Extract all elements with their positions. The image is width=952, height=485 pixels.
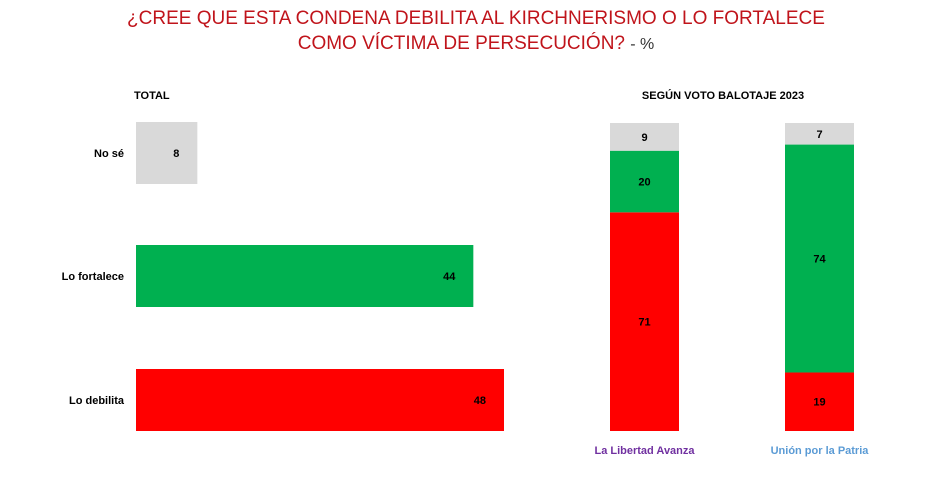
total-value-label-no-se: 8 [173,148,179,160]
total-category-label-no-se: No sé [94,148,124,160]
total-category-label-lo-debilita: Lo debilita [69,395,125,407]
vote-value-label-la-libertad-avanza-lo-fortalece: 20 [638,177,650,189]
vote-bar-union-por-la-patria-no-se [785,123,854,145]
total-bar-no-se [136,122,198,184]
total-category-label-lo-fortalece: Lo fortalece [62,271,124,283]
vote-bar-la-libertad-avanza-no-se [610,123,679,151]
vote-value-label-union-por-la-patria-lo-debilita: 19 [813,397,825,409]
vote-header: SEGÚN VOTO BALOTAJE 2023 [642,89,804,102]
vote-category-label-la-libertad-avanza: La Libertad Avanza [594,445,695,457]
total-bar-lo-fortalece [136,245,474,307]
total-value-label-lo-debilita: 48 [474,395,486,407]
title-line-1: ¿CREE QUE ESTA CONDENA DEBILITA AL KIRCH… [127,8,825,29]
vote-stacked-chart: 71 20 9 La Libertad Avanza 19 74 7 Unión por la… [594,123,869,457]
total-bar-chart: No sé 8 Lo fortalece 44 Lo debilita 48 [62,122,504,431]
title-unit: - % [630,36,655,53]
total-value-label-lo-fortalece: 44 [443,271,456,283]
vote-value-label-union-por-la-patria-lo-fortalece: 74 [813,254,826,266]
vote-value-label-la-libertad-avanza-no-se: 9 [641,132,647,144]
vote-value-label-union-por-la-patria-no-se: 7 [816,129,822,141]
vote-value-label-la-libertad-avanza-lo-debilita: 71 [638,317,650,329]
total-bar-lo-debilita [136,369,504,431]
vote-bar-union-por-la-patria-lo-fortalece [785,144,854,373]
vote-category-label-union-por-la-patria: Unión por la Patria [771,445,870,457]
vote-bar-la-libertad-avanza-lo-debilita [610,212,679,431]
chart-title: ¿CREE QUE ESTA CONDENA DEBILITA AL KIRCH… [0,6,952,57]
vote-bar-la-libertad-avanza-lo-fortalece [610,150,679,213]
vote-bar-union-por-la-patria-lo-debilita [785,372,854,431]
title-line-2: COMO VÍCTIMA DE PERSECUCIÓN? [297,33,625,54]
total-header: TOTAL [134,90,170,102]
